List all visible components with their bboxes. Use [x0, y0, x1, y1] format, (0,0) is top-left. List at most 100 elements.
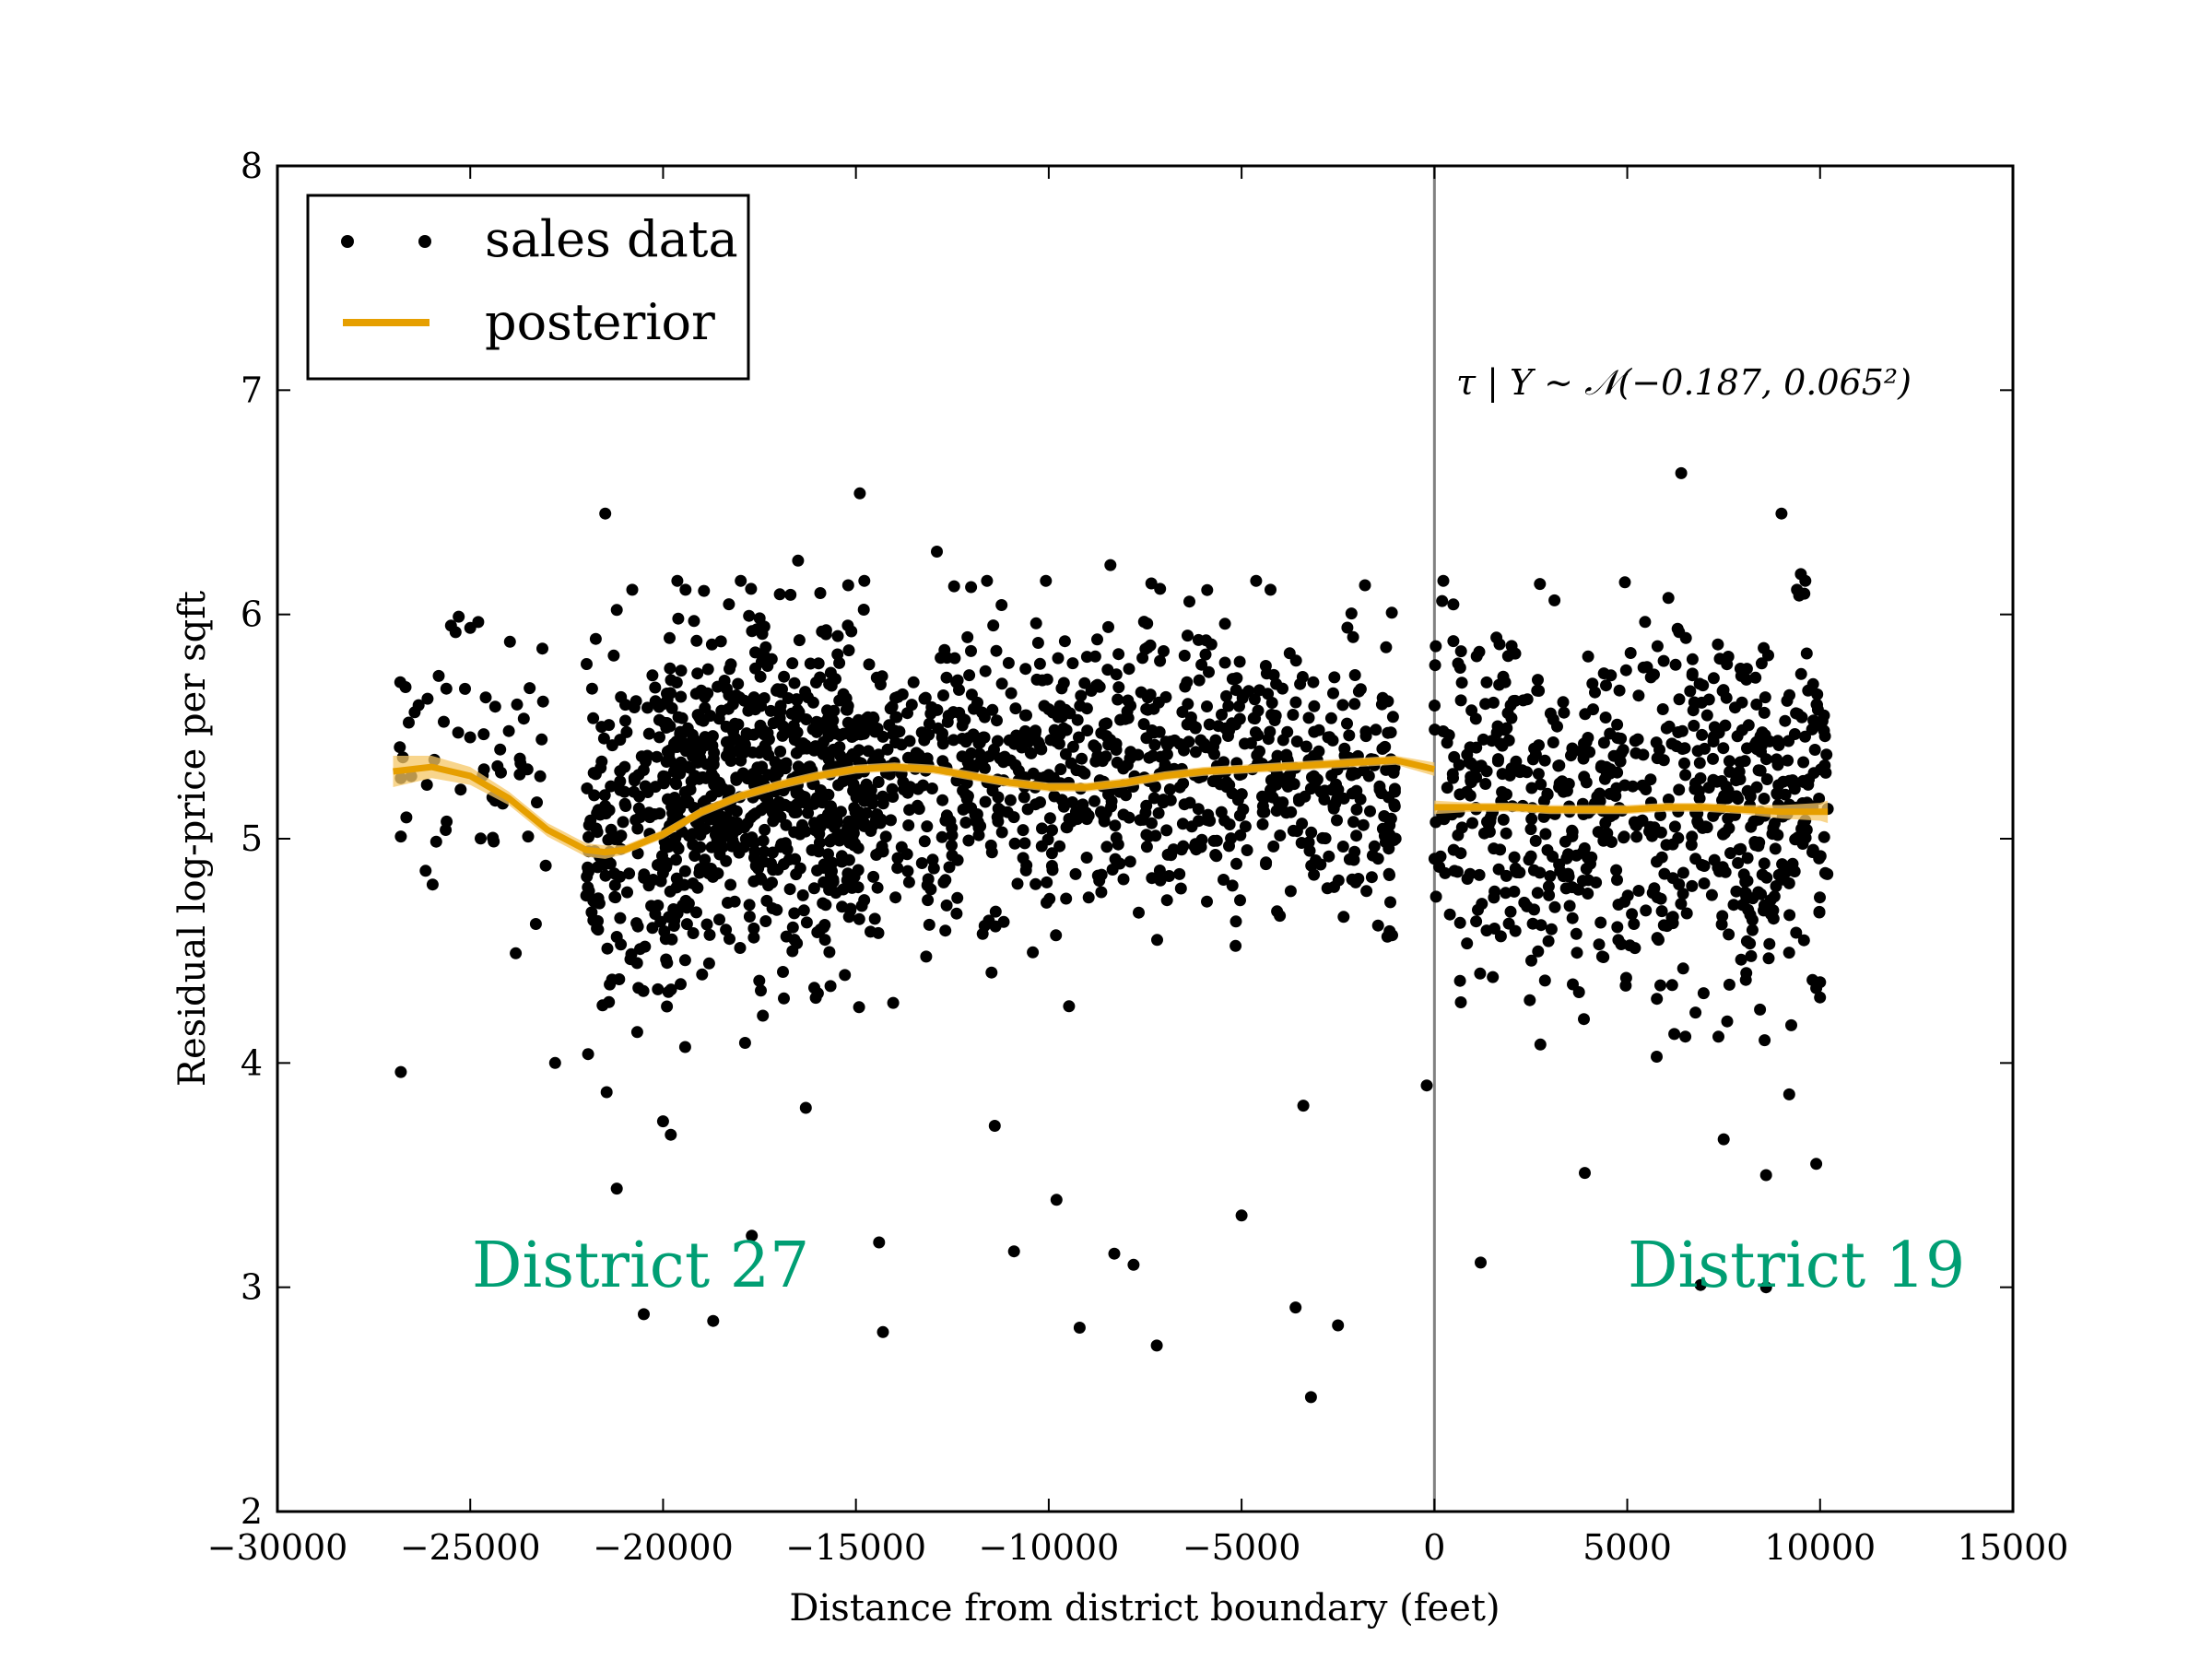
data-point [793, 706, 806, 719]
data-point [1308, 770, 1321, 782]
data-point [1665, 737, 1678, 750]
data-point [1385, 606, 1398, 619]
data-point [1755, 657, 1768, 670]
data-point [1677, 962, 1689, 975]
data-point [1730, 885, 1743, 898]
data-point [680, 918, 693, 931]
data-point [1618, 831, 1630, 844]
data-point [1258, 792, 1271, 805]
data-point [796, 888, 809, 901]
data-point [1553, 759, 1566, 771]
data-point [1148, 738, 1161, 751]
data-point [1627, 780, 1639, 793]
data-point [1066, 740, 1079, 753]
data-point [1203, 718, 1216, 731]
data-point [807, 882, 820, 895]
data-point [1253, 745, 1265, 758]
data-point [687, 736, 700, 749]
data-point [1365, 871, 1378, 884]
data-point [1500, 788, 1512, 801]
data-point [877, 1325, 889, 1338]
data-point [1031, 637, 1044, 649]
data-point [759, 915, 772, 927]
data-point [1582, 888, 1594, 900]
data-point [621, 886, 633, 899]
x-tick-label: 5000 [1583, 1527, 1672, 1568]
data-point [701, 687, 714, 700]
data-point [1657, 654, 1670, 667]
data-point [464, 621, 477, 634]
data-point [705, 841, 718, 853]
data-point [1088, 794, 1100, 807]
data-point [1437, 574, 1450, 587]
data-point [653, 731, 665, 744]
data-point [1453, 916, 1466, 929]
data-point [1799, 730, 1811, 743]
data-point [642, 879, 655, 892]
data-point [594, 761, 607, 774]
data-point [531, 796, 543, 809]
data-point [1350, 803, 1363, 816]
data-point [664, 744, 677, 757]
data-point [1689, 853, 1702, 865]
data-point [1818, 709, 1830, 722]
data-point [1043, 812, 1056, 825]
data-point [769, 756, 782, 769]
data-point [1675, 898, 1688, 911]
data-point [1702, 782, 1715, 794]
data-point [875, 813, 888, 826]
data-point [1814, 991, 1827, 1004]
data-point [637, 764, 650, 776]
data-point [747, 922, 760, 935]
data-point [1735, 953, 1747, 966]
data-point [1818, 830, 1830, 843]
data-point [1749, 839, 1762, 852]
data-point [1814, 891, 1826, 904]
data-point [995, 677, 1008, 690]
data-point [971, 816, 984, 829]
data-point [962, 834, 975, 847]
data-point [1234, 829, 1247, 841]
data-point [632, 982, 645, 994]
data-point [1089, 755, 1102, 768]
data-point [1141, 618, 1154, 629]
data-point [824, 980, 837, 993]
data-point [1100, 841, 1113, 853]
data-point [802, 806, 815, 819]
data-point [1597, 667, 1610, 680]
data-point [679, 583, 692, 596]
data-point [942, 710, 955, 722]
data-point [747, 767, 759, 780]
data-point [1290, 735, 1303, 747]
data-point [1330, 778, 1342, 791]
data-point [724, 933, 735, 946]
data-point [1248, 693, 1261, 706]
data-point [608, 879, 621, 891]
data-point [1755, 888, 1768, 900]
data-point [1741, 852, 1754, 865]
data-point [710, 810, 723, 823]
data-point [1071, 813, 1084, 826]
data-point [926, 853, 939, 866]
data-point [1348, 698, 1361, 711]
data-point [1080, 651, 1093, 664]
data-point [839, 969, 852, 982]
data-point [1578, 1013, 1590, 1026]
data-point [1562, 867, 1574, 880]
data-point [690, 634, 703, 647]
data-point [1007, 1245, 1020, 1258]
data-point [841, 703, 853, 716]
data-point [818, 735, 830, 748]
data-point [967, 728, 980, 741]
data-point [618, 760, 631, 773]
data-point [1759, 753, 1772, 766]
data-point [818, 876, 830, 888]
data-point [1137, 718, 1150, 731]
data-point [1758, 706, 1771, 719]
data-point [1332, 1319, 1345, 1332]
data-point [1102, 620, 1114, 633]
data-point [1216, 708, 1228, 721]
data-point [1160, 824, 1173, 837]
data-point [1027, 946, 1040, 959]
data-point [678, 786, 691, 798]
